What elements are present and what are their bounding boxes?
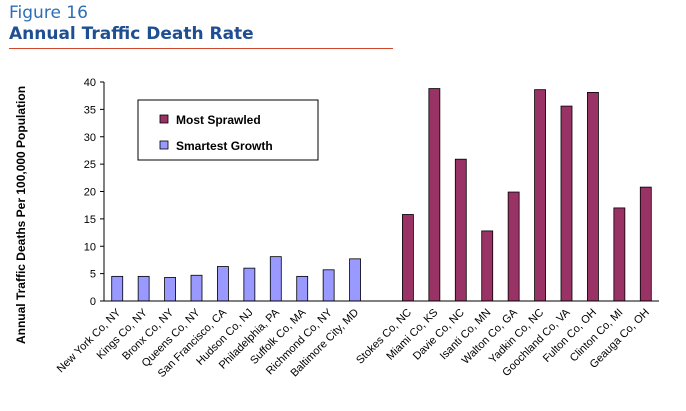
bar-smartest-growth xyxy=(269,256,282,302)
y-tick-label: 20 xyxy=(84,187,96,199)
bar-most-sprawled xyxy=(507,191,520,302)
legend-swatch-smartest-growth xyxy=(159,140,169,150)
figure-title: Annual Traffic Death Rate xyxy=(9,24,254,44)
y-tick-label: 0 xyxy=(90,296,96,308)
bar-smartest-growth xyxy=(296,275,309,302)
legend-label-most-sprawled: Most Sprawled xyxy=(176,113,261,127)
bar-most-sprawled xyxy=(560,105,573,302)
bar-most-sprawled xyxy=(481,230,494,302)
bar-smartest-growth xyxy=(137,275,150,302)
bar-most-sprawled xyxy=(428,88,441,302)
title-divider xyxy=(9,48,393,49)
bar-most-sprawled xyxy=(534,89,546,302)
y-tick-label: 30 xyxy=(84,132,96,144)
legend-swatch-most-sprawled xyxy=(159,114,169,124)
y-tick-label: 15 xyxy=(84,214,96,226)
legend-box xyxy=(137,99,319,161)
legend-label-smartest-growth: Smartest Growth xyxy=(176,139,273,153)
bar-most-sprawled xyxy=(639,186,652,302)
y-axis-ticks: 0 5 10 15 20 25 30 35 40 xyxy=(84,77,104,308)
legend: Most Sprawled Smartest Growth xyxy=(137,99,319,161)
y-tick-label: 5 xyxy=(90,269,96,281)
y-tick-label: 35 xyxy=(84,104,96,116)
bar-smartest-growth xyxy=(349,258,361,302)
axes xyxy=(103,82,659,302)
bar-most-sprawled xyxy=(402,214,414,302)
bar-smartest-growth xyxy=(243,267,256,302)
bar-smartest-growth xyxy=(190,274,203,302)
bar-smartest-growth xyxy=(322,269,335,302)
bar-most-sprawled xyxy=(454,158,467,302)
bar-smartest-growth xyxy=(217,266,229,302)
bar-smartest-growth xyxy=(164,277,176,302)
bar-most-sprawled xyxy=(613,207,626,302)
figure-label: Figure 16 xyxy=(9,3,88,23)
bar-most-sprawled xyxy=(587,92,599,302)
y-tick-label: 40 xyxy=(84,77,96,89)
y-tick-label: 10 xyxy=(84,241,96,253)
bar-smartest-growth xyxy=(111,275,124,302)
bars xyxy=(111,88,652,302)
y-tick-label: 25 xyxy=(84,159,96,171)
y-axis-label: Annual Traffic Deaths Per 100,000 Popula… xyxy=(14,86,28,344)
